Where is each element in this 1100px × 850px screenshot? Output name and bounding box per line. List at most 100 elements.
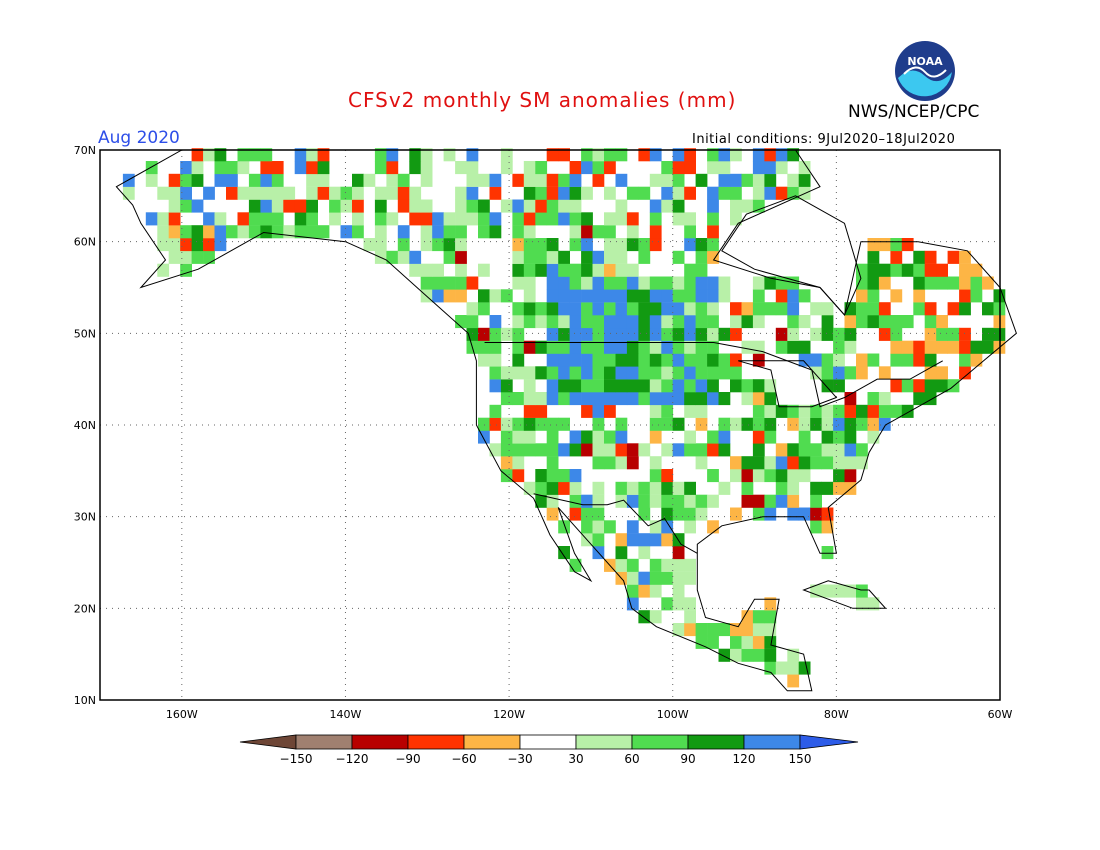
anomaly-cell bbox=[374, 161, 387, 175]
anomaly-cell bbox=[535, 250, 548, 264]
anomaly-cell bbox=[707, 327, 719, 341]
anomaly-cell bbox=[901, 404, 914, 418]
anomaly-cell bbox=[191, 173, 204, 187]
anomaly-cell bbox=[649, 404, 662, 418]
anomaly-cell bbox=[775, 443, 788, 457]
anomaly-cell bbox=[833, 456, 845, 470]
anomaly-cell bbox=[489, 212, 502, 226]
anomaly-cell bbox=[512, 392, 525, 406]
anomaly-cell bbox=[856, 443, 868, 457]
anomaly-cell bbox=[718, 648, 731, 662]
anomaly-cell bbox=[581, 379, 593, 393]
anomaly-cell bbox=[535, 212, 548, 226]
anomaly-cell bbox=[523, 173, 536, 187]
anomaly-cell bbox=[787, 289, 800, 303]
anomaly-cell bbox=[638, 315, 651, 329]
anomaly-cell bbox=[787, 674, 800, 688]
anomaly-cell bbox=[684, 430, 696, 444]
anomaly-cell bbox=[810, 481, 822, 495]
anomaly-cell bbox=[592, 417, 605, 431]
anomaly-cell bbox=[752, 289, 765, 303]
anomaly-cell bbox=[638, 148, 651, 162]
anomaly-cell bbox=[581, 225, 593, 239]
anomaly-cell bbox=[752, 443, 765, 457]
anomaly-cell bbox=[684, 263, 696, 277]
anomaly-cell bbox=[924, 392, 937, 406]
anomaly-cell bbox=[592, 456, 605, 470]
anomaly-cell bbox=[936, 276, 948, 290]
legend-label: −30 bbox=[507, 752, 532, 766]
anomaly-cell bbox=[707, 340, 719, 354]
anomaly-cell bbox=[558, 212, 570, 226]
anomaly-cell bbox=[649, 392, 662, 406]
anomaly-cell bbox=[684, 302, 696, 316]
anomaly-cell bbox=[569, 315, 582, 329]
anomaly-cell bbox=[695, 238, 708, 252]
anomaly-cell bbox=[821, 443, 834, 457]
anomaly-cell bbox=[420, 238, 433, 252]
anomaly-cell bbox=[386, 250, 399, 264]
anomaly-cell bbox=[523, 392, 536, 406]
anomaly-cell bbox=[638, 571, 651, 585]
anomaly-cell bbox=[191, 199, 204, 213]
anomaly-cell bbox=[604, 302, 616, 316]
anomaly-cell bbox=[478, 173, 490, 187]
anomaly-cell bbox=[649, 212, 662, 226]
anomaly-cell bbox=[615, 353, 628, 367]
border-us-mexico bbox=[533, 493, 698, 554]
anomaly-cell bbox=[248, 212, 261, 226]
anomaly-cell bbox=[672, 173, 685, 187]
anomaly-cell bbox=[363, 173, 376, 187]
anomaly-cell bbox=[810, 584, 822, 598]
anomaly-cell bbox=[546, 353, 559, 367]
anomaly-cell bbox=[283, 186, 296, 200]
lat-tick-label: 70N bbox=[74, 144, 96, 157]
anomaly-cell bbox=[558, 340, 570, 354]
anomaly-cell bbox=[615, 558, 628, 572]
anomaly-cell bbox=[569, 443, 582, 457]
anomaly-cell bbox=[604, 327, 616, 341]
anomaly-cell bbox=[558, 276, 570, 290]
anomaly-cell bbox=[626, 571, 639, 585]
anomaly-cell bbox=[684, 366, 696, 380]
anomaly-cell bbox=[718, 430, 731, 444]
anomaly-cell bbox=[752, 417, 765, 431]
anomaly-cell bbox=[638, 610, 651, 624]
anomaly-cell bbox=[180, 263, 192, 277]
anomaly-cell bbox=[752, 173, 765, 187]
anomaly-cell bbox=[718, 353, 731, 367]
anomaly-cell bbox=[604, 250, 616, 264]
anomaly-cell bbox=[787, 404, 800, 418]
anomaly-cell bbox=[592, 302, 605, 316]
anomaly-cell bbox=[592, 443, 605, 457]
anomaly-cell bbox=[558, 366, 570, 380]
anomaly-cell bbox=[764, 610, 777, 624]
anomaly-cell bbox=[409, 186, 422, 200]
anomaly-cell bbox=[226, 161, 238, 175]
anomaly-cell bbox=[661, 276, 674, 290]
anomaly-cell bbox=[810, 507, 822, 521]
agency-label: NWS/NCEP/CPC bbox=[848, 102, 980, 122]
anomaly-cell bbox=[764, 623, 777, 637]
anomaly-cell bbox=[741, 469, 754, 483]
anomaly-cell bbox=[707, 623, 719, 637]
anomaly-cell bbox=[718, 289, 731, 303]
anomaly-cell bbox=[558, 481, 570, 495]
anomaly-cell bbox=[775, 481, 788, 495]
anomaly-cell bbox=[775, 276, 788, 290]
anomaly-cell bbox=[821, 404, 834, 418]
anomaly-cell bbox=[489, 225, 502, 239]
anomaly-cell bbox=[867, 353, 880, 367]
anomaly-cell bbox=[592, 520, 605, 534]
anomaly-cell bbox=[764, 494, 777, 508]
anomaly-cell bbox=[764, 635, 777, 649]
lon-tick-label: 160W bbox=[166, 708, 198, 721]
anomaly-cell bbox=[592, 327, 605, 341]
anomaly-cell bbox=[752, 456, 765, 470]
anomaly-cell bbox=[787, 507, 800, 521]
anomaly-cell bbox=[947, 302, 960, 316]
anomaly-cell bbox=[661, 520, 674, 534]
anomaly-cell bbox=[626, 481, 639, 495]
anomaly-cell bbox=[649, 289, 662, 303]
anomaly-cell bbox=[546, 456, 559, 470]
